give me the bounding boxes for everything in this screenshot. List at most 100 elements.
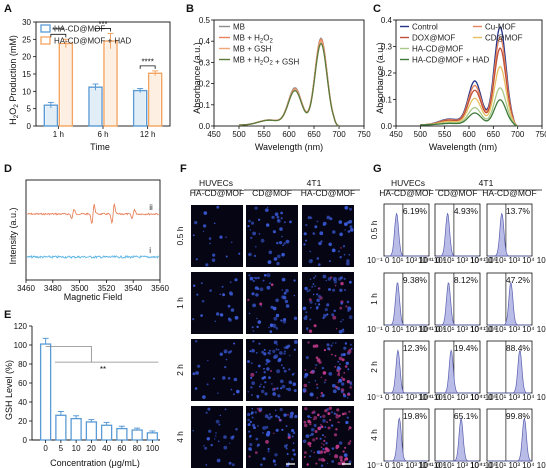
panel-f-cell-dot (247, 298, 250, 301)
panel-g-axis-ticks: 10⁻¹ 0 10¹ 10³ 10⁴ 10⁵ (418, 393, 497, 402)
panel-f-cell-dot (345, 305, 348, 308)
panel-f-cell-dot (345, 361, 349, 365)
B-plot-xtick-label: 500 (232, 130, 246, 139)
panel-f-cell-dot (258, 218, 261, 221)
panel-f-cell-dot (312, 438, 316, 442)
panel-f-cell-dot (344, 229, 346, 231)
panel-f-cell-dot (254, 245, 257, 248)
C-plot-xtick-label: 700 (511, 130, 525, 139)
panel-f-cell-dot (275, 313, 280, 318)
panel-f-cell-dot (314, 425, 317, 428)
panel-e-xtick-label: 40 (102, 444, 111, 453)
panel-f-cell-dot (321, 442, 323, 445)
panel-f-cell-dot (342, 450, 345, 453)
panel-f-row-label: 4 h (175, 431, 185, 443)
panel-e-ytick-label: 20 (18, 417, 27, 426)
panel-g-headers: HA-CD@MOF CD@MOF HA-CD@MOF (379, 188, 536, 198)
panel-g-percentage: 9.38% (403, 275, 428, 285)
panel-f-cell-dot (331, 353, 333, 356)
panel-f-cell-dot (192, 372, 196, 376)
panel-f-cell-dot (326, 313, 329, 316)
panel-f-cell-dot (257, 396, 259, 399)
panel-f-cell-dot (325, 279, 328, 282)
panel-f-cell-dot (320, 376, 323, 379)
panel-e-sig-bracket (45, 345, 92, 363)
C-plot-series-line (420, 99, 518, 127)
panel-f-cell-dot (288, 354, 291, 357)
panel-f-cell-dot (318, 458, 322, 462)
panel-f-cell-dot (332, 277, 337, 281)
panel-f-cell-dot (258, 342, 261, 345)
panel-g-column-header: HA-CD@MOF (379, 188, 433, 198)
panel-b-plot: 450 500 550 600 650 700 750 0.0 0.1 0.2 0.3 0.4 0.5 M… (199, 16, 371, 139)
panel-f-cell-dot (249, 229, 252, 231)
panel-d-xtick-label: 3560 (151, 284, 169, 293)
panel-f-cell-dot (260, 238, 265, 243)
panel-f-cell-dot (314, 380, 317, 382)
panel-c-legend-label: HA-CD@MOF (412, 45, 463, 54)
panel-g-row-label: 2 h (369, 361, 379, 373)
panel-f-cell-dot (348, 460, 352, 464)
panel-f-cell-dot (283, 291, 287, 295)
panel-f-cell-dot (261, 376, 265, 380)
panel-g-axis-ticks: 10⁻¹ 0 10¹ 10³ 10⁴ 10⁵ (470, 393, 546, 402)
panel-f-cell-dot (273, 387, 276, 390)
panel-f-cell-dot (307, 341, 310, 344)
panel-f-cell-dot (262, 426, 266, 430)
panel-f-cell-dot (211, 258, 216, 263)
panel-f-cell-dot (311, 369, 315, 373)
panel-f-cell-dot (341, 412, 345, 416)
panel-f-cell-dot (343, 412, 347, 416)
panel-g-histogram (488, 417, 532, 462)
panel-f-cell-dot (274, 463, 277, 466)
panel-f-row-label: 1 h (175, 297, 185, 309)
panel-f-cell-dot (348, 392, 350, 394)
panel-a-ytick-label: 0 (27, 122, 32, 131)
panel-f-micrograph (191, 272, 243, 334)
panel-f-cell-dot (334, 342, 337, 344)
panel-f-cell-dot (219, 414, 221, 417)
panel-f-cell-dot (349, 228, 354, 232)
panel-f-cell-dot (264, 414, 269, 419)
panel-f-group-huvecs: HUVECs (199, 178, 233, 188)
panel-f-cell-dot (312, 293, 315, 296)
panel-f-cell-dot (306, 290, 309, 293)
panel-g-grid: 0.5 h 6.19% 10⁻¹ 0 10¹ 10³ 10⁴ 10⁵ 4.93% 10⁻… (367, 203, 546, 468)
panel-f-cell-dot (222, 293, 226, 297)
panel-f-cell-dot (257, 320, 262, 324)
panel-f-cell-dot (307, 217, 310, 219)
panel-f-cell-dot (324, 379, 327, 382)
panel-f-cell-dot (322, 448, 325, 451)
panel-f-cell-dot (293, 279, 296, 282)
panel-f-cell-dot (205, 263, 209, 267)
panel-g-column-header: CD@MOF (438, 188, 478, 198)
panel-f-cell-dot (195, 340, 198, 343)
panel-f-cell-dot (293, 453, 296, 456)
panel-f-cell-dot (266, 367, 270, 371)
panel-e-sig-stars: ** (100, 365, 106, 374)
panel-f-cell-dot (348, 254, 351, 256)
panel-f-cell-dot (309, 318, 312, 321)
panel-g-axis-ticks: 10⁻¹ 0 10¹ 10³ 10⁴ 10⁵ (470, 325, 546, 334)
panel-f-cell-dot (336, 386, 341, 391)
panel-f-cell-dot (221, 285, 224, 288)
panel-f-cell-dot (322, 371, 327, 375)
panel-e-xtick-label: 0 (43, 444, 48, 453)
panel-f-cell-dot (274, 212, 279, 216)
panel-f-cell-dot (202, 224, 207, 228)
panel-f-cell-dot (262, 457, 266, 461)
panel-f-cell-dot (342, 353, 346, 356)
panel-f-cell-dot (336, 366, 341, 370)
panel-a-bar-fill (45, 106, 57, 126)
panel-f-cell-dot (257, 425, 259, 427)
panel-f-cell-dot (263, 367, 265, 370)
panel-f-cell-dot (340, 276, 343, 280)
panel-b-legend-label: MB + H2O2 (233, 34, 273, 45)
panel-f-cell-dot (249, 420, 252, 424)
panel-g-axis-ticks: 10⁻¹ 0 10¹ 10³ 10⁴ 10⁵ (470, 256, 546, 265)
panel-f-cell-dot (285, 304, 290, 308)
panel-f-cell-dot (214, 320, 217, 323)
panel-f-cell-dot (276, 369, 281, 374)
panel-f-cell-dot (311, 411, 314, 414)
panel-c-legend-label: DOX@MOF (412, 34, 455, 43)
